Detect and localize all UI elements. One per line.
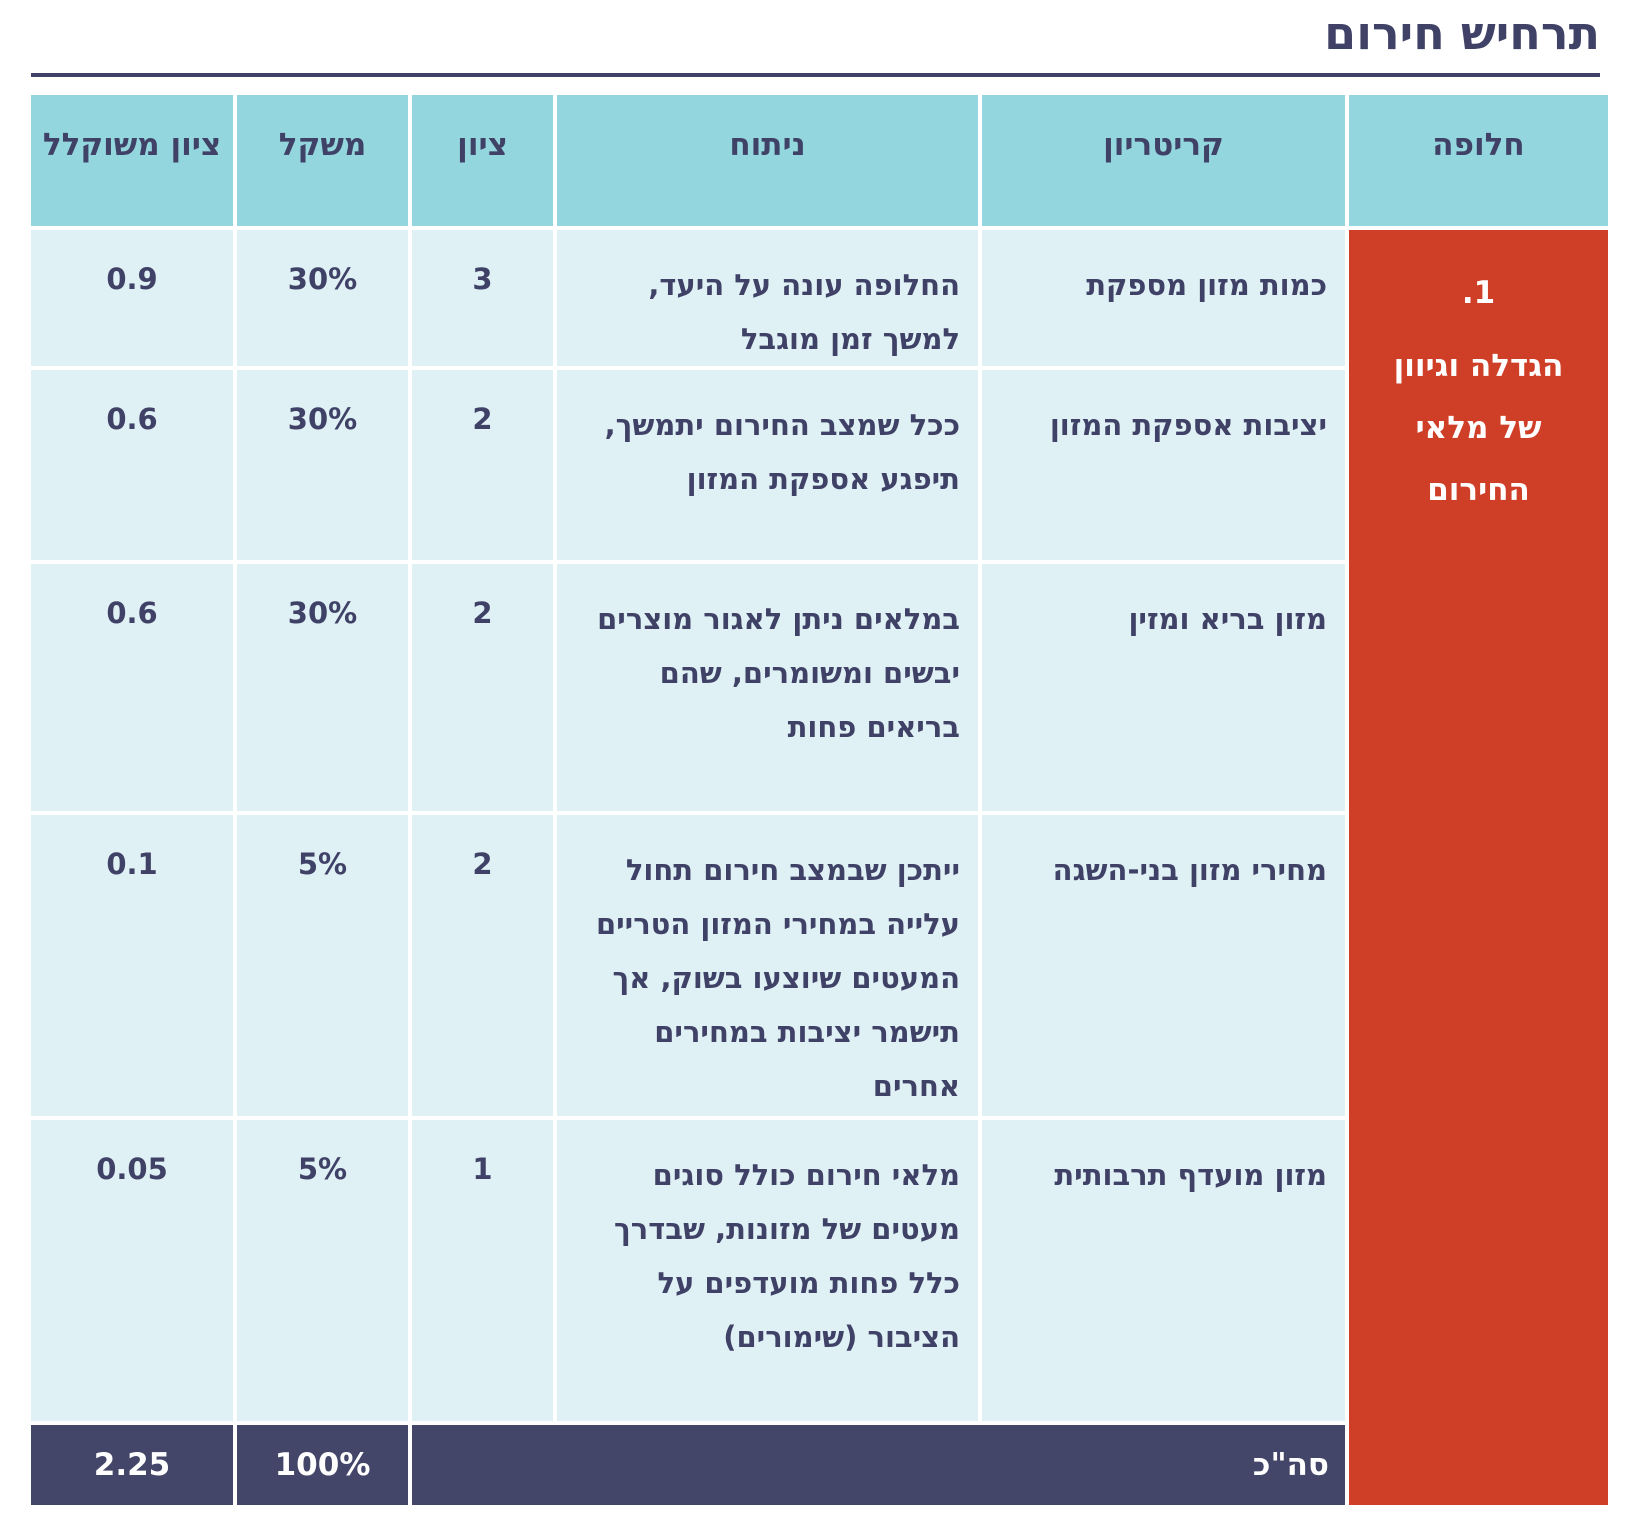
- evaluation-table: ציון משוקלל משקל ציון ניתוח קריטריון חלו…: [31, 95, 1608, 1505]
- score-cell: 1: [412, 1120, 553, 1421]
- score-cell: 2: [412, 815, 553, 1116]
- alternative-name: הגדלה וגיוון של מלאי החירום: [1393, 347, 1564, 508]
- header-weighted-score: ציון משוקלל: [31, 95, 233, 226]
- header-criterion: קריטריון: [982, 95, 1345, 226]
- weight-cell: 30%: [237, 564, 408, 811]
- weight-cell: 5%: [237, 1120, 408, 1421]
- page-title: תרחיש חירום: [1324, 6, 1600, 60]
- weighted-score-cell: 0.6: [31, 370, 233, 560]
- weight-cell: 30%: [237, 370, 408, 560]
- score-cell: 3: [412, 230, 553, 366]
- total-label: סה"כ: [412, 1425, 1345, 1505]
- total-weighted-score: 2.25: [31, 1425, 233, 1505]
- criterion-cell: יציבות אספקת המזון: [982, 370, 1345, 560]
- score-cell: 2: [412, 564, 553, 811]
- criterion-cell: כמות מזון מספקת: [982, 230, 1345, 366]
- weighted-score-cell: 0.05: [31, 1120, 233, 1421]
- score-cell: 2: [412, 370, 553, 560]
- analysis-cell: ככל שמצב החירום יתמשך, תיפגע אספקת המזון: [557, 370, 978, 560]
- weighted-score-cell: 0.9: [31, 230, 233, 366]
- weighted-score-cell: 0.1: [31, 815, 233, 1116]
- analysis-cell: במלאים ניתן לאגור מוצרים יבשים ומשומרים,…: [557, 564, 978, 811]
- total-weight: 100%: [237, 1425, 408, 1505]
- title-divider: [31, 73, 1600, 77]
- analysis-cell: החלופה עונה על היעד, למשך זמן מוגבל: [557, 230, 978, 366]
- criterion-cell: מחירי מזון בני-השגה: [982, 815, 1345, 1116]
- alternative-cell: 1. הגדלה וגיוון של מלאי החירום: [1349, 230, 1608, 1505]
- weighted-score-cell: 0.6: [31, 564, 233, 811]
- weight-cell: 30%: [237, 230, 408, 366]
- criterion-cell: מזון בריא ומזין: [982, 564, 1345, 811]
- alternative-number: 1.: [1461, 275, 1496, 311]
- header-weight: משקל: [237, 95, 408, 226]
- analysis-cell: מלאי חירום כולל סוגים מעטים של מזונות, ש…: [557, 1120, 978, 1421]
- criterion-cell: מזון מועדף תרבותית: [982, 1120, 1345, 1421]
- header-score: ציון: [412, 95, 553, 226]
- header-alternative: חלופה: [1349, 95, 1608, 226]
- analysis-cell: ייתכן שבמצב חירום תחול עלייה במחירי המזו…: [557, 815, 978, 1116]
- header-analysis: ניתוח: [557, 95, 978, 226]
- weight-cell: 5%: [237, 815, 408, 1116]
